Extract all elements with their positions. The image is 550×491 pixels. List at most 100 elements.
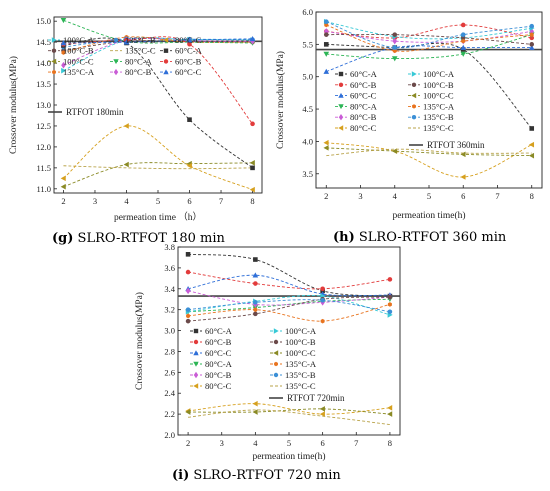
- legend-label: 135°C-B: [285, 370, 316, 380]
- legend-marker: [273, 328, 279, 334]
- legend-label: 135°C-B: [125, 35, 156, 45]
- data-point: [249, 186, 255, 193]
- data-point: [187, 117, 192, 122]
- legend-marker: [113, 59, 119, 65]
- y-tick-label: 3.0: [164, 326, 175, 336]
- y-tick-label: 13.5: [36, 79, 51, 89]
- legend-marker: [113, 68, 119, 76]
- legend-label: 100°C-A: [63, 35, 95, 45]
- legend-label: 100°C-C: [63, 56, 94, 66]
- legend-label: 135°C-A: [285, 359, 317, 369]
- data-point: [250, 38, 255, 45]
- data-point: [529, 126, 535, 131]
- series-line: [188, 274, 390, 297]
- legend-label: 100°C-B: [285, 337, 316, 347]
- data-point: [61, 61, 66, 69]
- x-tick-label: 4: [124, 196, 129, 206]
- x-tick-label: 2: [324, 191, 328, 201]
- y-axis-title: Crossover modulus(MPa): [8, 56, 19, 154]
- legend-label: 80°C-A: [205, 359, 233, 369]
- legend-marker: [273, 339, 279, 345]
- series-line: [326, 24, 532, 52]
- data-point: [61, 67, 67, 74]
- legend-marker: [411, 92, 417, 99]
- series-line: [326, 45, 532, 72]
- legend-label: 60°C-B: [205, 337, 232, 347]
- caption-panel-i: (i) SLRO-RTFOT 720 min: [172, 468, 341, 483]
- data-point: [387, 411, 393, 417]
- legend-label: 80°C-C: [205, 381, 232, 391]
- data-point: [253, 300, 258, 305]
- legend-marker: [338, 92, 344, 98]
- legend-label: 135°C-A: [63, 67, 95, 77]
- caption-panel-g: (g) SLRO-RTFOT 180 min: [52, 231, 225, 246]
- series-line: [326, 142, 532, 178]
- data-point: [185, 269, 191, 275]
- series-line: [63, 36, 253, 125]
- data-point: [323, 139, 329, 146]
- x-tick-label: 7: [219, 196, 223, 206]
- data-point: [323, 42, 329, 47]
- series-line: [188, 271, 390, 290]
- data-point: [528, 141, 535, 148]
- legend-marker: [273, 372, 279, 378]
- x-tick-label: 5: [156, 196, 160, 206]
- y-tick-label: 2.4: [164, 388, 175, 398]
- data-point: [460, 35, 466, 41]
- series-line: [188, 403, 390, 415]
- legend-marker: [193, 328, 199, 334]
- x-tick-label: 4: [253, 438, 258, 448]
- data-point: [387, 302, 392, 307]
- legend-marker: [274, 361, 278, 367]
- legend-label: 60°C-B: [175, 56, 202, 66]
- series-line: [188, 253, 390, 297]
- legend-marker: [411, 71, 417, 77]
- x-axis-title: permeation time(h): [392, 210, 465, 221]
- legend-marker: [163, 48, 169, 53]
- data-point: [323, 51, 330, 57]
- x-axis-title: permeation time(h): [252, 451, 325, 462]
- y-tick-label: 5.5: [302, 39, 313, 49]
- legend-marker: [193, 383, 199, 389]
- series-line: [326, 21, 532, 49]
- y-tick-label: 11.0: [36, 184, 51, 194]
- data-point: [60, 183, 66, 190]
- data-point: [460, 51, 467, 57]
- legend-label: 60°C-C: [350, 91, 377, 101]
- x-tick-label: 3: [358, 191, 362, 201]
- data-point: [185, 252, 191, 257]
- legend-label: 135°C-B: [423, 112, 454, 122]
- series-line: [326, 21, 532, 40]
- data-point: [324, 22, 329, 28]
- data-point: [323, 32, 329, 37]
- legend-marker: [113, 37, 119, 43]
- data-point: [185, 307, 191, 312]
- legend-label: 80°C-A: [125, 56, 153, 66]
- data-point: [250, 165, 255, 171]
- y-tick-label: 14.0: [36, 58, 51, 68]
- legend-reference-label: RTFOT 180min: [66, 107, 124, 117]
- series-line: [188, 408, 390, 415]
- x-tick-label: 5: [287, 438, 291, 448]
- y-axis-title: Crossover modulus(MPa): [275, 51, 286, 149]
- legend-label: 135°C-C: [125, 46, 156, 56]
- y-tick-label: 2.8: [164, 346, 175, 356]
- series-line: [326, 42, 533, 129]
- y-tick-label: 3.5: [302, 169, 313, 179]
- series-line: [188, 295, 391, 316]
- chart-panel-i: 2 3 4 5 6 7 8 2.0 2.2 2.4 2.6 2.8 3.0 3.2 3.4 3.6 3.8 per…: [134, 242, 401, 462]
- data-point: [460, 174, 466, 180]
- data-point: [185, 287, 191, 295]
- chart-panel-g: 2 3 4 5 6 7 811.011.512.012.513.013.514.014.51…: [8, 16, 263, 223]
- x-tick-label: 3: [93, 196, 97, 206]
- data-point: [387, 294, 393, 300]
- x-tick-label: 6: [187, 196, 191, 206]
- legend-label: 60°C-A: [205, 326, 233, 336]
- data-point: [249, 35, 256, 42]
- caption-panel-h-letter: (h): [333, 230, 355, 245]
- legend-marker: [51, 48, 57, 53]
- legend-label: 135°C-C: [423, 123, 454, 133]
- caption-panel-g-letter: (g): [52, 231, 74, 246]
- data-point: [460, 32, 466, 37]
